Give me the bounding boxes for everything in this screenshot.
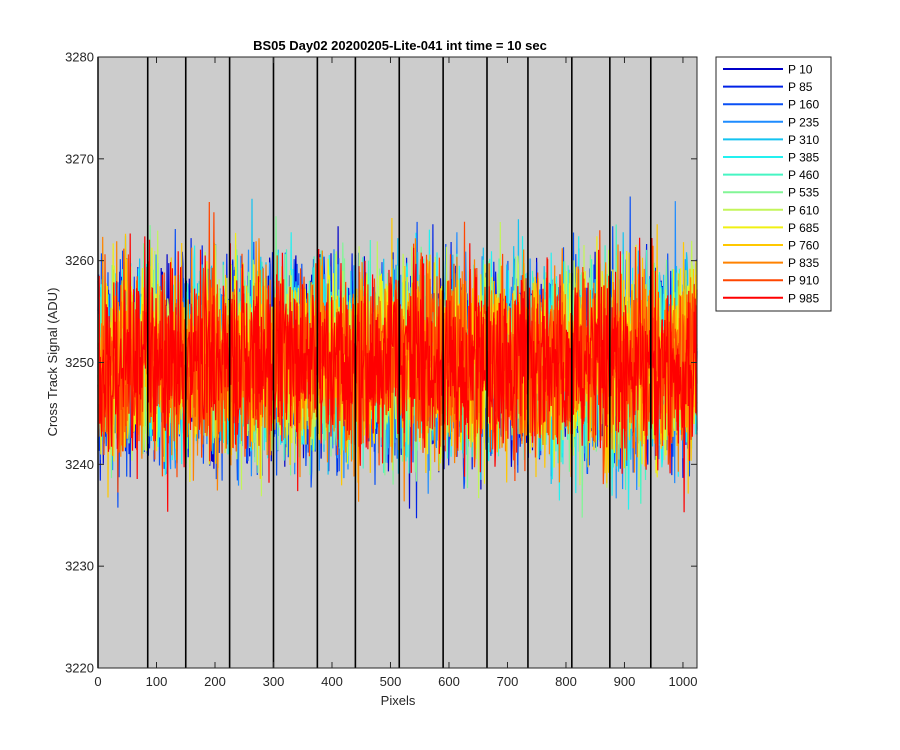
series-lines bbox=[97, 196, 698, 519]
x-tick-label: 400 bbox=[321, 674, 343, 689]
legend-label: P 10 bbox=[788, 63, 813, 77]
x-tick-label: 300 bbox=[263, 674, 285, 689]
y-axis-label: Cross Track Signal (ADU) bbox=[45, 288, 60, 437]
legend-label: P 985 bbox=[788, 291, 819, 305]
y-tick-label: 3220 bbox=[65, 661, 94, 676]
legend-label: P 385 bbox=[788, 151, 819, 165]
x-tick-label: 700 bbox=[497, 674, 519, 689]
legend-box bbox=[715, 56, 832, 312]
x-tick-label: 600 bbox=[438, 674, 460, 689]
legend-label: P 610 bbox=[788, 203, 819, 217]
x-tick-label: 800 bbox=[555, 674, 577, 689]
x-tick-label: 900 bbox=[614, 674, 636, 689]
legend-label: P 85 bbox=[788, 80, 813, 94]
legend-label: P 160 bbox=[788, 98, 819, 112]
y-tick-label: 3240 bbox=[65, 457, 94, 472]
series-line-p985 bbox=[97, 233, 698, 513]
legend-label: P 760 bbox=[788, 239, 819, 253]
y-tick-label: 3280 bbox=[65, 50, 94, 65]
legend-label: P 460 bbox=[788, 168, 819, 182]
legend-label: P 910 bbox=[788, 274, 819, 288]
y-tick-label: 3260 bbox=[65, 253, 94, 268]
legend-label: P 235 bbox=[788, 115, 819, 129]
chart-title: BS05 Day02 20200205-Lite-041 int time = … bbox=[253, 38, 547, 53]
y-axis-ticks: 3220 3230 3240 3250 3260 3270 3280 bbox=[65, 50, 697, 676]
y-tick-label: 3230 bbox=[65, 559, 94, 574]
x-axis-ticks: 0 100 200 300 400 500 600 700 800 900 1000 bbox=[94, 57, 697, 689]
legend-label: P 535 bbox=[788, 186, 819, 200]
x-tick-label: 0 bbox=[94, 674, 101, 689]
x-tick-label: 100 bbox=[146, 674, 168, 689]
x-tick-label: 200 bbox=[204, 674, 226, 689]
legend-label: P 310 bbox=[788, 133, 819, 147]
legend-label: P 835 bbox=[788, 256, 819, 270]
x-tick-label: 1000 bbox=[669, 674, 698, 689]
x-axis-label: Pixels bbox=[381, 693, 416, 708]
x-tick-label: 500 bbox=[380, 674, 402, 689]
y-tick-label: 3270 bbox=[65, 151, 94, 166]
y-tick-label: 3250 bbox=[65, 355, 94, 370]
legend-label: P 685 bbox=[788, 221, 819, 235]
legend: P 10 P 85 P 160 P 235 P 310 P 385 P 460 P 535 P … bbox=[715, 56, 832, 312]
